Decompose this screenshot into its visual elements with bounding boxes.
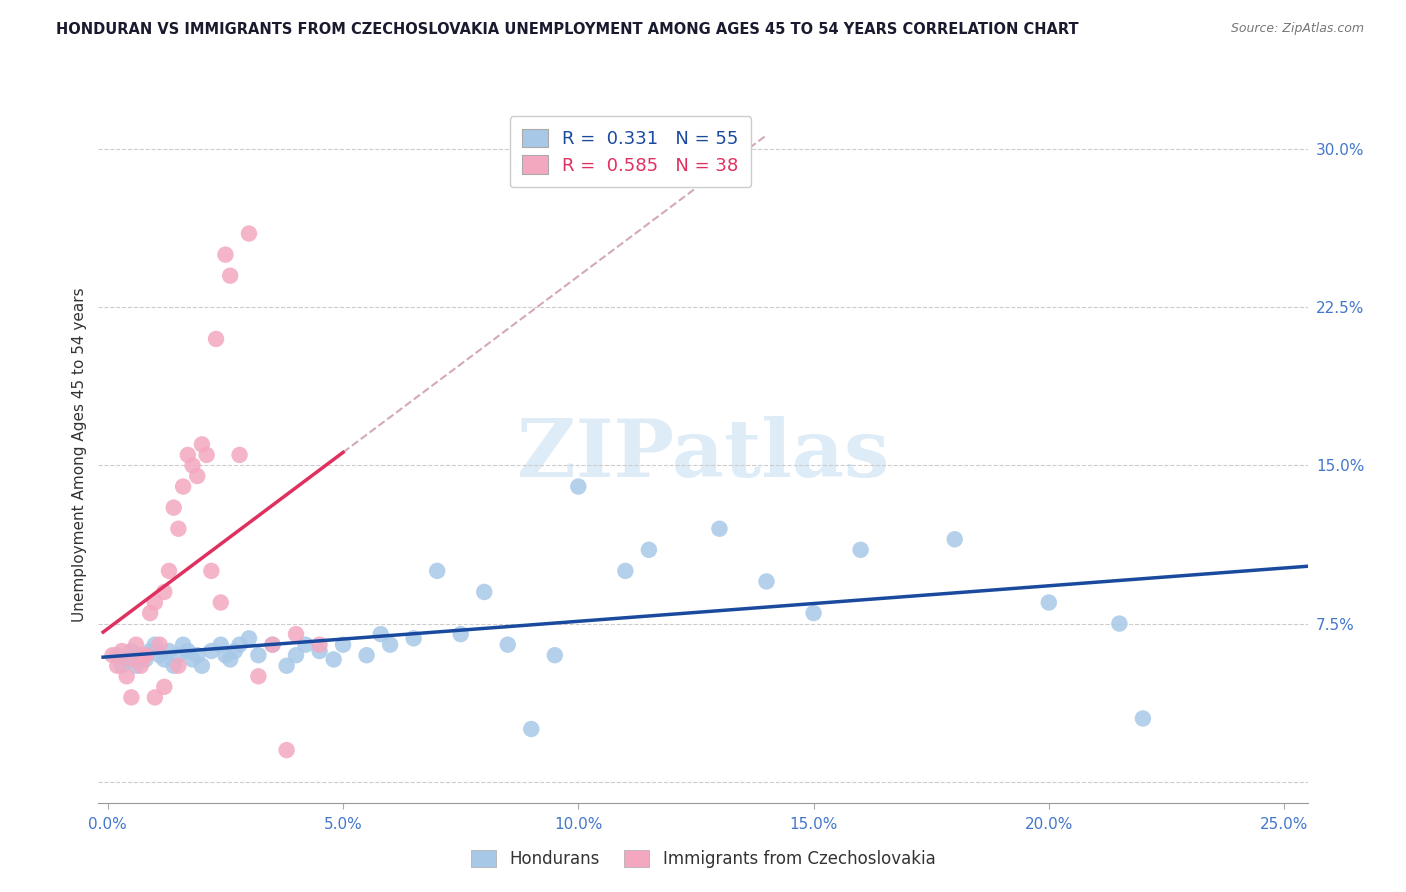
Point [129, 648, 152, 663]
Point [205, 332, 228, 346]
Point [149, 648, 172, 663]
Point [322, 652, 344, 666]
Point [157, 644, 180, 658]
Point [153, 680, 176, 694]
Point [125, 638, 148, 652]
Point [285, 627, 308, 641]
Point [153, 652, 176, 666]
Point [378, 638, 401, 652]
Point [262, 638, 284, 652]
Point [120, 652, 142, 666]
Point [370, 627, 392, 641]
Point [219, 268, 242, 283]
Point [125, 658, 148, 673]
Point [139, 606, 162, 620]
Point [105, 648, 128, 663]
Point [247, 669, 270, 683]
Point [356, 648, 378, 663]
Point [186, 648, 208, 663]
Point [228, 448, 250, 462]
Point [262, 638, 284, 652]
Point [294, 638, 316, 652]
Point [200, 564, 222, 578]
Point [1132, 711, 1154, 725]
Point [134, 648, 156, 663]
Point [172, 638, 194, 652]
Point [426, 564, 449, 578]
Point [115, 652, 138, 666]
Point [276, 743, 298, 757]
Point [332, 638, 354, 652]
Point [167, 522, 190, 536]
Point [308, 638, 330, 652]
Point [167, 658, 190, 673]
Point [129, 658, 152, 673]
Point [544, 648, 567, 663]
Point [849, 542, 872, 557]
Point [163, 658, 186, 673]
Point [214, 247, 236, 261]
Point [115, 669, 138, 683]
Point [111, 658, 134, 673]
Point [177, 644, 200, 658]
Point [1038, 595, 1060, 609]
Point [120, 690, 142, 705]
Point [638, 542, 661, 557]
Point [143, 595, 166, 609]
Point [153, 585, 176, 599]
Point [143, 690, 166, 705]
Point [157, 564, 180, 578]
Y-axis label: Unemployment Among Ages 45 to 54 years: Unemployment Among Ages 45 to 54 years [72, 287, 87, 623]
Point [224, 644, 246, 658]
Point [496, 638, 519, 652]
Point [181, 458, 204, 473]
Point [172, 479, 194, 493]
Point [238, 227, 260, 241]
Point [520, 722, 543, 736]
Point [181, 652, 204, 666]
Point [472, 585, 495, 599]
Point [219, 652, 242, 666]
Point [134, 652, 156, 666]
Point [101, 648, 124, 663]
Point [191, 437, 214, 451]
Point [247, 648, 270, 663]
Point [1108, 616, 1130, 631]
Point [567, 479, 589, 493]
Point [285, 648, 308, 663]
Point [803, 606, 825, 620]
Point [402, 632, 425, 646]
Point [149, 638, 172, 652]
Point [755, 574, 778, 589]
Point [120, 644, 142, 658]
Point [139, 644, 162, 658]
Point [134, 648, 156, 663]
Point [186, 469, 208, 483]
Point [200, 644, 222, 658]
Point [195, 448, 218, 462]
Legend: R =  0.331   N = 55, R =  0.585   N = 38: R = 0.331 N = 55, R = 0.585 N = 38 [510, 116, 751, 187]
Point [709, 522, 731, 536]
Point [209, 595, 232, 609]
Text: HONDURAN VS IMMIGRANTS FROM CZECHOSLOVAKIA UNEMPLOYMENT AMONG AGES 45 TO 54 YEAR: HONDURAN VS IMMIGRANTS FROM CZECHOSLOVAK… [56, 22, 1078, 37]
Point [238, 632, 260, 646]
Point [276, 658, 298, 673]
Point [163, 500, 186, 515]
Point [191, 658, 214, 673]
Point [177, 448, 200, 462]
Point [450, 627, 472, 641]
Point [214, 648, 236, 663]
Point [228, 638, 250, 652]
Point [167, 648, 190, 663]
Point [308, 644, 330, 658]
Point [111, 644, 134, 658]
Legend: Hondurans, Immigrants from Czechoslovakia: Hondurans, Immigrants from Czechoslovaki… [464, 843, 942, 875]
Point [614, 564, 637, 578]
Point [209, 638, 232, 652]
Point [943, 533, 966, 547]
Point [143, 638, 166, 652]
Text: Source: ZipAtlas.com: Source: ZipAtlas.com [1230, 22, 1364, 36]
Point [105, 658, 128, 673]
Text: ZIPatlas: ZIPatlas [517, 416, 889, 494]
